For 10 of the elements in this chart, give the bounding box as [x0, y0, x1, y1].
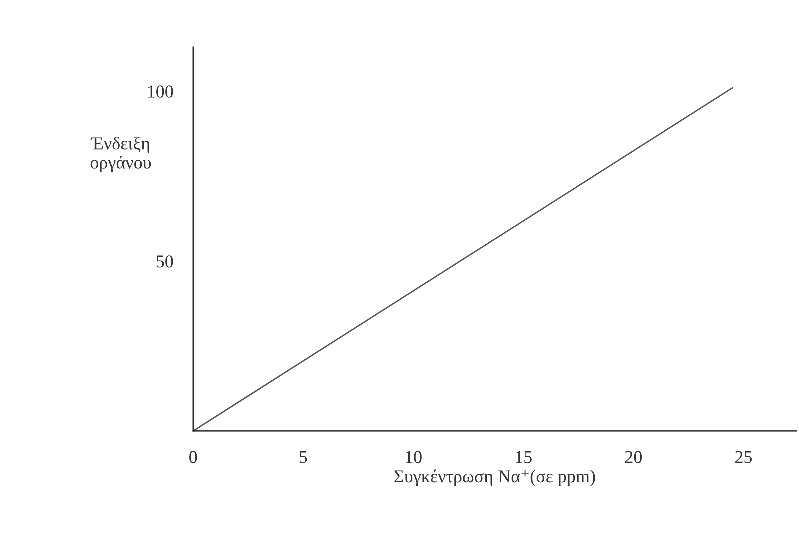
y-tick-label: 100 — [148, 86, 174, 98]
x-tick-label: 10 — [406, 451, 422, 464]
x-axis-title: Συγκέντρωση Να⁺(σε ppm) — [394, 470, 596, 486]
x-tick-label: 5 — [300, 451, 308, 464]
x-tick-label: 25 — [736, 451, 752, 464]
x-tick-label: 0 — [190, 451, 198, 464]
y-axis-title: Ένδειξη οργάνου — [90, 136, 152, 173]
x-tick-label: 15 — [516, 451, 532, 464]
x-tick-label: 20 — [625, 451, 642, 464]
y-tick-label: 50 — [156, 256, 174, 268]
